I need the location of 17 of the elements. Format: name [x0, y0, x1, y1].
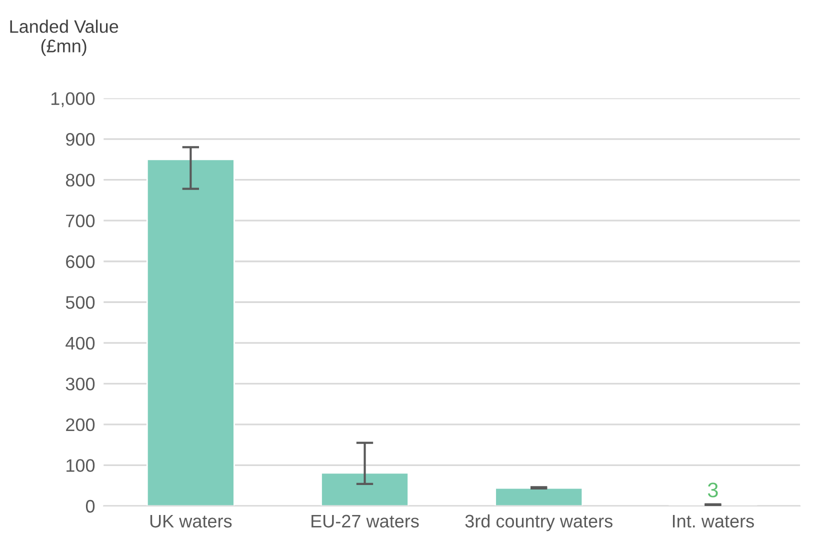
- x-tick-label: EU-27 waters: [312, 514, 419, 528]
- y-tick-label: 200: [66, 418, 95, 432]
- y-tick-label: 700: [66, 214, 95, 228]
- y-tick-label: 100: [66, 459, 95, 472]
- y-tick-label: 1,000: [51, 92, 95, 108]
- data-label: 3: [708, 482, 718, 498]
- y-axis-title: Landed Value (£mn): [10, 20, 118, 56]
- y-tick-label: 600: [66, 255, 95, 268]
- y-tick-label: 900: [66, 132, 95, 146]
- x-tick-label: Int. waters: [672, 514, 754, 528]
- y-tick-label: 300: [66, 378, 95, 390]
- y-tick-label: 0: [86, 500, 95, 513]
- x-tick-label: UK waters: [150, 514, 232, 528]
- x-tick-label: 3rd country waters: [465, 514, 612, 532]
- y-tick-label: 800: [66, 174, 95, 187]
- y-tick-label: 500: [66, 296, 95, 309]
- y-tick-label: 400: [66, 336, 95, 350]
